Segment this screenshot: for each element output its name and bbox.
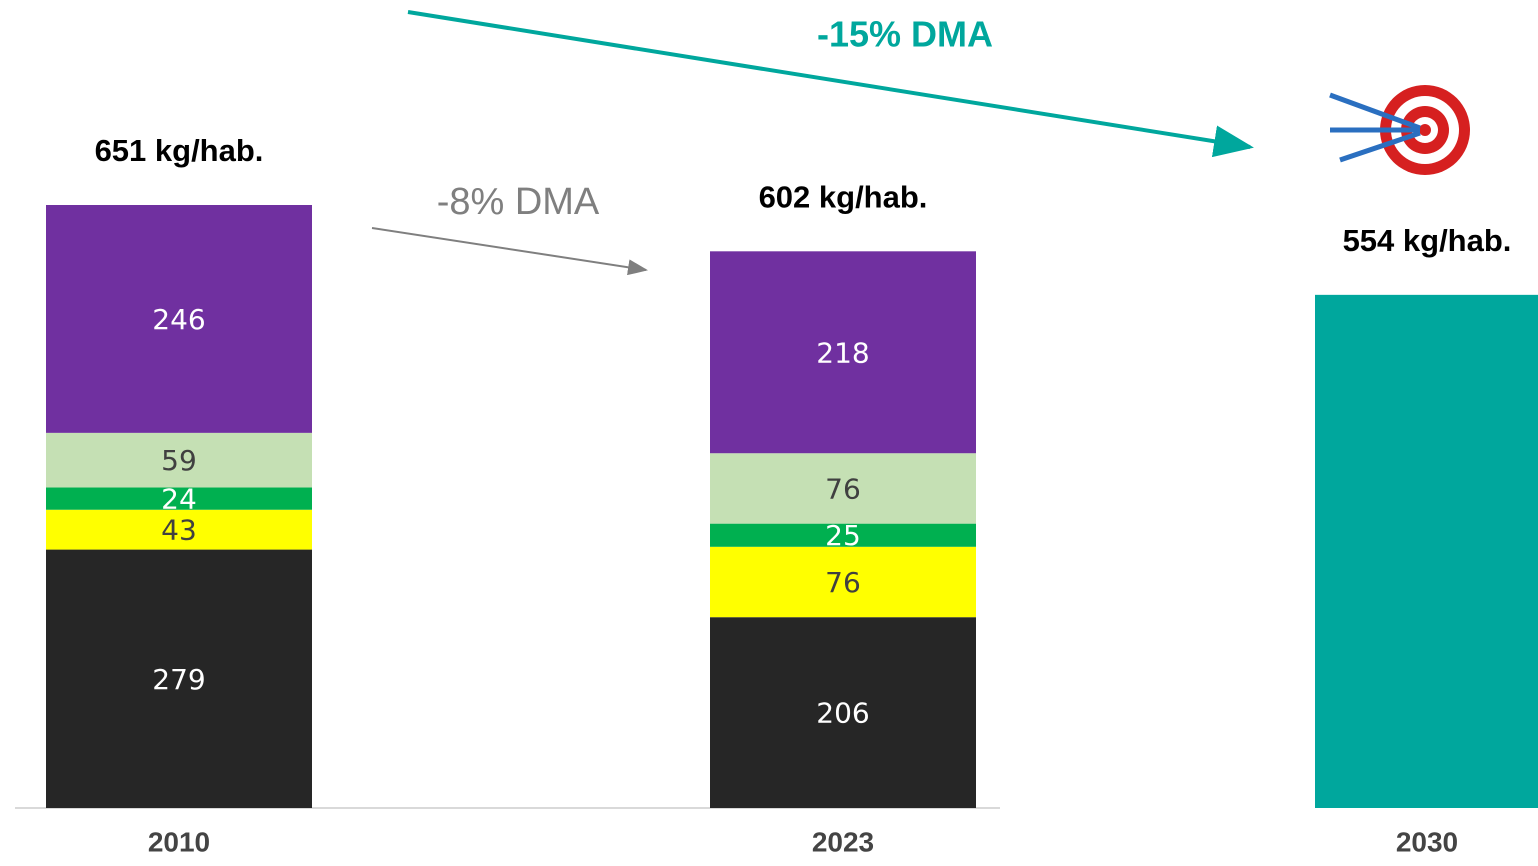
annotation: -15% DMA [817, 14, 993, 55]
value-label: 25 [825, 519, 861, 552]
total-label: 554 kg/hab. [1343, 223, 1512, 258]
bar-segment [710, 523, 976, 547]
value-label: 279 [152, 663, 205, 696]
bar-segment [46, 205, 312, 433]
bar-segment [710, 251, 976, 454]
bar-segment [46, 509, 312, 550]
total-label: 651 kg/hab. [95, 133, 264, 168]
value-label: 59 [161, 444, 197, 477]
value-label: 246 [152, 303, 205, 336]
value-label: 43 [161, 514, 197, 547]
bar-segment [710, 617, 976, 808]
x-tick-label: 2010 [148, 826, 210, 857]
value-label: 76 [825, 472, 861, 505]
arrow [407, 10, 1254, 158]
arrow [371, 227, 648, 276]
bar-segment [46, 432, 312, 488]
target-icon [1329, 85, 1470, 175]
value-label: 218 [816, 336, 869, 369]
value-label: 206 [816, 697, 869, 730]
bar-segment [46, 549, 312, 808]
value-label: 76 [825, 566, 861, 599]
value-label: 24 [161, 483, 197, 516]
bar-segment [710, 546, 976, 618]
total-label: 602 kg/hab. [759, 180, 928, 215]
annotation: -8% DMA [437, 181, 600, 223]
bar-segment [710, 453, 976, 524]
bar-segment [46, 487, 312, 510]
x-tick-label: 2023 [812, 826, 874, 857]
x-tick-label: 2030 [1396, 826, 1458, 857]
bar-segment [1315, 294, 1538, 809]
